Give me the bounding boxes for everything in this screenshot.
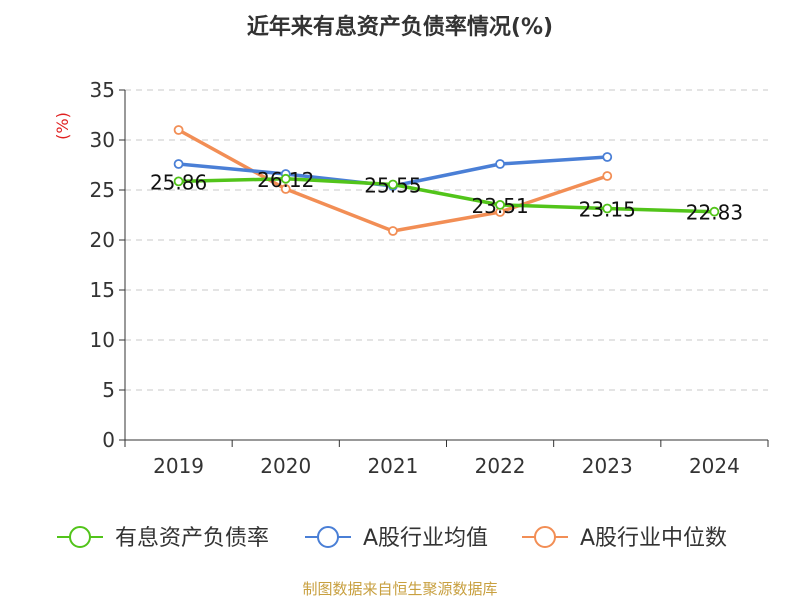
data-point <box>495 159 505 169</box>
data-point <box>709 206 720 217</box>
y-tick-label: 0 <box>102 428 115 452</box>
legend[interactable]: 有息资产负债率 A股行业均值 A股行业中位数 <box>57 526 727 551</box>
y-tick-label: 35 <box>90 78 115 102</box>
data-point <box>388 179 398 190</box>
series-line-1 <box>178 177 715 214</box>
legend-marker <box>317 526 339 548</box>
chart-title: 近年来有息资产负债率情况(%) <box>247 14 553 40</box>
data-point <box>602 203 613 214</box>
data-point <box>280 184 291 194</box>
series-layer <box>173 125 720 236</box>
y-tick-label: 10 <box>90 328 115 352</box>
legend-label: 有息资产负债率 <box>115 526 269 551</box>
data-point <box>602 152 613 162</box>
data-label: 23.15 <box>579 198 636 222</box>
y-axis-label: (%) <box>53 112 72 140</box>
data-point <box>495 199 505 210</box>
y-tick-label: 25 <box>90 178 115 202</box>
data-label: 26.12 <box>257 168 314 192</box>
y-tick-label: 30 <box>90 128 115 152</box>
data-label: 22.83 <box>686 201 743 225</box>
data-point <box>602 171 613 181</box>
x-tick-label: 2021 <box>367 454 418 478</box>
legend-item-3[interactable]: A股行业中位数 <box>522 526 727 551</box>
x-tick-label: 2019 <box>153 454 204 478</box>
data-point <box>173 176 184 187</box>
data-point <box>388 226 398 236</box>
y-tick-label: 15 <box>90 278 115 302</box>
grid-lines <box>125 89 768 391</box>
source-note: 制图数据来自恒生聚源数据库 <box>302 580 497 598</box>
data-label: 23.51 <box>471 194 528 218</box>
legend-item-1[interactable]: 有息资产负债率 <box>57 526 269 551</box>
data-label: 25.86 <box>150 170 207 194</box>
legend-label: A股行业均值 <box>363 526 488 551</box>
legend-marker <box>69 526 91 548</box>
y-tick-label: 5 <box>102 378 115 402</box>
data-labels: 25.86 26.12 25.55 23.51 23.15 22.83 <box>150 168 743 225</box>
legend-item-2[interactable]: A股行业均值 <box>305 526 488 551</box>
data-point <box>173 125 184 135</box>
x-tick-label: 2022 <box>475 454 526 478</box>
y-tick-label: 20 <box>90 228 115 252</box>
x-tick-label: 2020 <box>260 454 311 478</box>
axes: 0 5 10 15 20 25 30 35 2019 2020 2021 2022 2023 2024 <box>90 78 769 478</box>
legend-marker <box>534 526 556 548</box>
legend-label: A股行业中位数 <box>580 526 727 551</box>
x-tick-label: 2024 <box>689 454 740 478</box>
x-tick-label: 2023 <box>582 454 633 478</box>
data-point <box>173 159 184 169</box>
data-point <box>280 173 291 184</box>
data-label: 25.55 <box>364 174 421 198</box>
